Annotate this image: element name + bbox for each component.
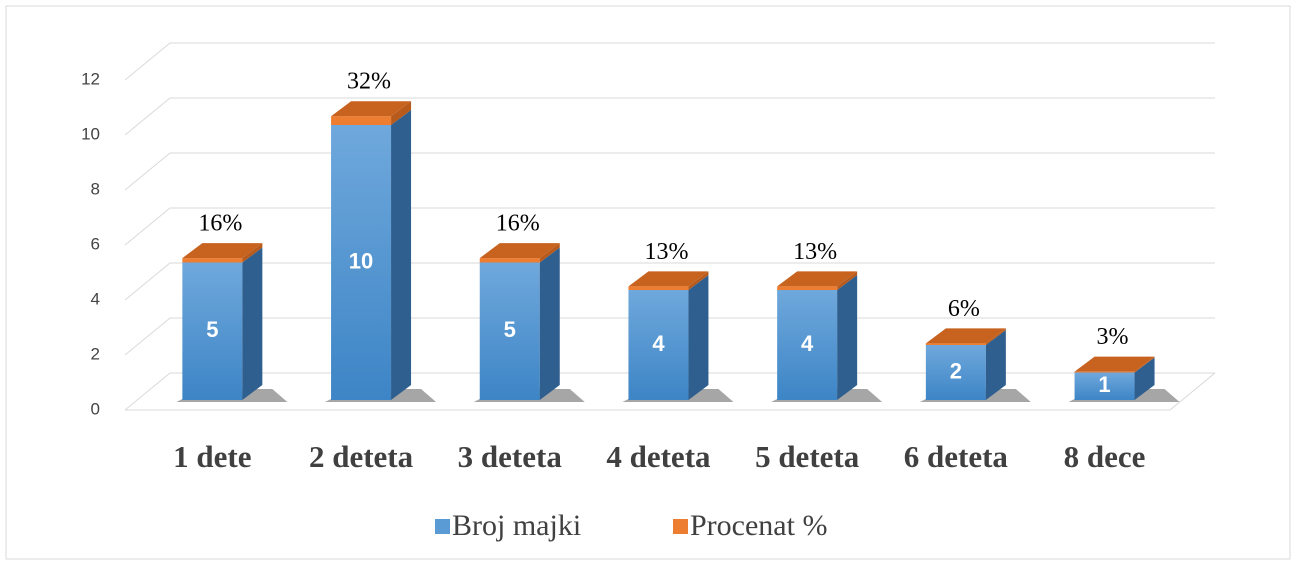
bar-top: [925, 328, 1006, 344]
bar: [628, 290, 689, 400]
bar-side: [985, 330, 1006, 400]
bar-side: [539, 243, 560, 263]
y-tick-label: 4: [91, 289, 100, 308]
data-label: 16%: [198, 211, 242, 237]
bar: [925, 345, 986, 400]
data-label: 2: [950, 358, 962, 383]
bar: [479, 262, 540, 400]
bar: [479, 258, 540, 263]
grid-line: [124, 262, 171, 301]
y-tick-label: 2: [91, 344, 100, 363]
data-label: 5: [504, 317, 516, 342]
legend-label: Procenat %: [690, 509, 827, 542]
data-label: 10: [349, 248, 373, 273]
bar-side: [1134, 356, 1155, 373]
bar: [182, 262, 243, 400]
bar-side: [688, 275, 709, 400]
grid-line: [124, 152, 171, 191]
bar: [777, 286, 838, 290]
x-tick-label: 8 dece: [1064, 439, 1146, 474]
legend-swatch: [435, 519, 450, 534]
grid-line: [124, 97, 171, 136]
bar-side: [242, 247, 263, 400]
bar-side: [1134, 357, 1155, 400]
x-tick-label: 3 deteta: [458, 439, 563, 474]
bar: [1074, 371, 1135, 373]
bar: [331, 116, 392, 125]
bar: [777, 290, 838, 400]
grid-line: [124, 317, 171, 356]
data-label: 4: [801, 331, 814, 356]
bar-side: [985, 328, 1006, 345]
bar-side: [688, 271, 709, 290]
data-label: 32%: [347, 69, 391, 95]
bar-side: [539, 247, 560, 400]
grid-line: [124, 42, 171, 81]
x-tick-label: 4 deteta: [606, 439, 711, 474]
x-tick-label: 5 deteta: [755, 439, 860, 474]
bar: [925, 343, 986, 345]
bar-side: [391, 101, 412, 125]
y-tick-label: 8: [91, 179, 100, 198]
legend-label: Broj majki: [452, 509, 581, 542]
bar-side: [391, 110, 412, 400]
x-tick-label: 1 dete: [173, 439, 251, 474]
y-tick-label: 12: [81, 69, 100, 88]
grid-line: [124, 207, 171, 246]
data-label: 13%: [793, 239, 837, 265]
bar-top: [479, 243, 560, 259]
floor-edge: [1169, 372, 1216, 411]
bar-side: [837, 275, 858, 400]
data-label: 1: [1098, 372, 1110, 397]
y-tick-label: 10: [81, 124, 100, 143]
grid-line: [124, 372, 171, 411]
bar-side: [242, 243, 263, 263]
x-tick-label: 6 deteta: [904, 439, 1009, 474]
bar-top: [331, 101, 412, 117]
data-label: 3%: [1097, 324, 1129, 350]
bar: [628, 286, 689, 290]
bar: [182, 258, 243, 263]
bar-top: [1074, 356, 1155, 372]
bar-side: [837, 271, 858, 290]
data-label: 5: [206, 317, 218, 342]
bar: [1074, 372, 1135, 400]
bar: [331, 125, 392, 400]
bar-top: [628, 271, 709, 287]
x-tick-label: 2 deteta: [309, 439, 414, 474]
data-label: 13%: [644, 239, 688, 265]
bar-top: [182, 243, 263, 259]
legend-swatch: [673, 519, 688, 534]
y-tick-label: 0: [91, 399, 100, 418]
y-tick-label: 6: [91, 234, 100, 253]
data-label: 4: [652, 331, 665, 356]
data-label: 6%: [948, 296, 980, 322]
bar-top: [777, 271, 858, 287]
data-label: 16%: [496, 211, 540, 237]
